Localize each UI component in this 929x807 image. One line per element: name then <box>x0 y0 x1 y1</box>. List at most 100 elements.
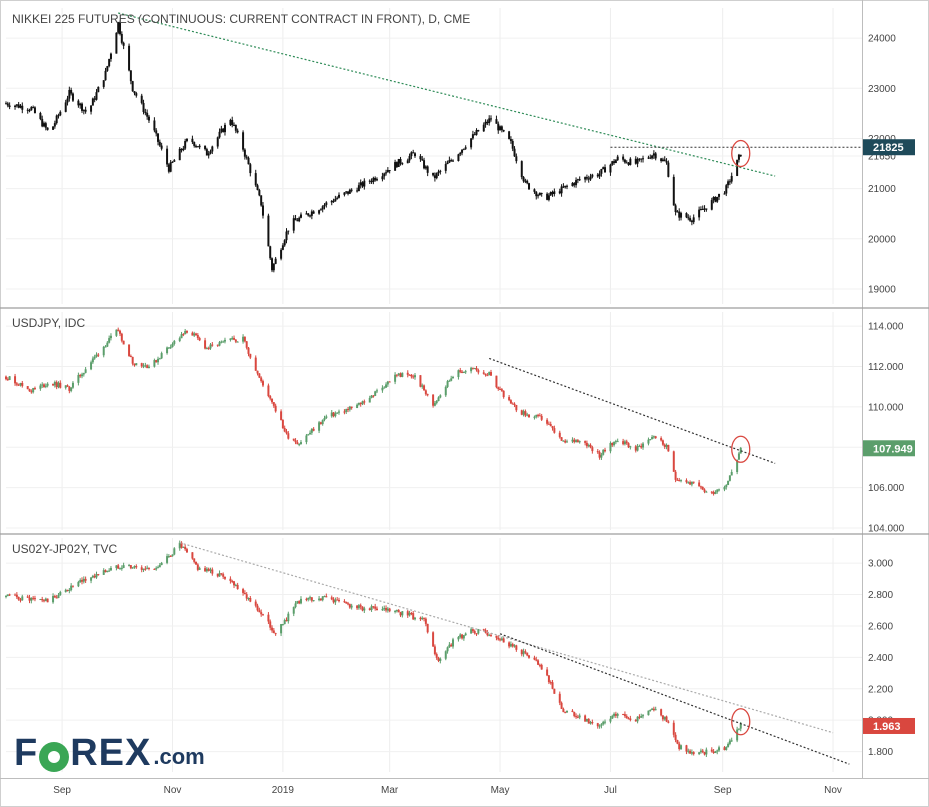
candle-body <box>211 146 214 152</box>
x-tick-label: Mar <box>381 785 399 796</box>
candle-body <box>337 194 340 198</box>
candle-body <box>269 396 272 399</box>
candle-body <box>401 163 404 165</box>
candle-body <box>222 341 225 343</box>
candle-body <box>272 263 275 271</box>
candle-body <box>725 485 728 488</box>
candle-body <box>14 376 17 384</box>
candle-body <box>533 189 536 192</box>
candle-body <box>120 567 123 569</box>
candle-body <box>573 711 576 717</box>
candle-body <box>464 371 467 373</box>
candle-body <box>332 412 335 417</box>
candle-body <box>614 441 617 443</box>
candle-body <box>79 580 82 583</box>
candle-body <box>195 561 198 565</box>
candle-body <box>642 715 645 717</box>
candle-body <box>623 159 626 163</box>
candle-body <box>368 397 371 403</box>
candle-body <box>310 211 313 216</box>
candle-body <box>256 370 259 374</box>
candle-body <box>473 631 476 634</box>
candle-body <box>178 148 181 161</box>
y-tick-label: 114.000 <box>868 322 904 333</box>
candle-body <box>573 183 576 186</box>
candle-body <box>642 443 645 448</box>
candle-body <box>661 159 664 162</box>
candle-body <box>95 354 98 357</box>
candle-body <box>323 204 326 207</box>
x-tick-label: Sep <box>714 785 732 796</box>
candle-body <box>727 743 730 748</box>
last-value-label: 107.949 <box>873 443 913 455</box>
candle-body <box>462 371 465 374</box>
candle-body <box>439 395 442 398</box>
candle-body <box>216 573 219 577</box>
candle-body <box>196 146 199 148</box>
candle-body <box>638 158 641 160</box>
candle-body <box>566 710 569 713</box>
candle-body <box>723 193 726 195</box>
candle-body <box>182 148 185 151</box>
candle-body <box>205 149 208 156</box>
candle-body <box>685 745 688 752</box>
candle-body <box>184 546 187 550</box>
candle-body <box>129 355 132 357</box>
candle-body <box>649 439 652 441</box>
candle-body <box>399 373 402 377</box>
candle-body <box>185 138 188 142</box>
candle-body <box>8 594 11 596</box>
candle-body <box>348 604 351 608</box>
candle-body <box>166 148 169 165</box>
candle-body <box>171 554 174 557</box>
candle-body <box>528 414 531 418</box>
candle-body <box>334 599 337 603</box>
candle-body <box>191 138 194 143</box>
candle-body <box>334 413 337 417</box>
candle-body <box>218 573 221 577</box>
candle-body <box>397 158 400 167</box>
candle-body <box>79 103 82 106</box>
candle-body <box>17 597 20 600</box>
candle-body <box>665 161 668 163</box>
candle-body <box>547 195 550 200</box>
candle-body <box>299 214 302 218</box>
candle-body <box>444 386 447 396</box>
candle-body <box>184 331 187 335</box>
candle-body <box>97 574 100 576</box>
candle-body <box>547 675 550 683</box>
candle-body <box>5 376 7 380</box>
candle-body <box>319 209 322 211</box>
candle-body <box>652 153 655 156</box>
candle-body <box>321 419 324 425</box>
candle-body <box>433 646 436 655</box>
candle-body <box>584 441 587 443</box>
candle-body <box>712 197 715 201</box>
candle-body <box>410 612 413 614</box>
candle-body <box>421 617 424 620</box>
y-tick-label: 20000 <box>868 234 896 245</box>
candle-body <box>182 334 185 336</box>
candle-body <box>245 156 248 158</box>
candle-body <box>249 353 252 358</box>
candle-body <box>471 134 474 139</box>
candle-body <box>716 196 719 202</box>
candle-body <box>511 403 514 405</box>
candle-body <box>131 81 134 92</box>
candle-body <box>229 119 232 125</box>
candle-body <box>591 447 594 452</box>
candle-body <box>222 574 225 577</box>
candle-body <box>515 404 518 411</box>
x-tick-label: Sep <box>53 785 71 796</box>
candle-body <box>687 750 690 752</box>
candle-body <box>184 141 187 149</box>
candle-body <box>64 102 67 112</box>
candle-body <box>296 442 299 445</box>
candle-body <box>357 185 360 192</box>
candle-body <box>223 576 226 579</box>
candle-body <box>665 444 668 447</box>
candle-body <box>500 389 503 391</box>
candle-body <box>71 382 74 388</box>
candle-body <box>676 211 679 213</box>
